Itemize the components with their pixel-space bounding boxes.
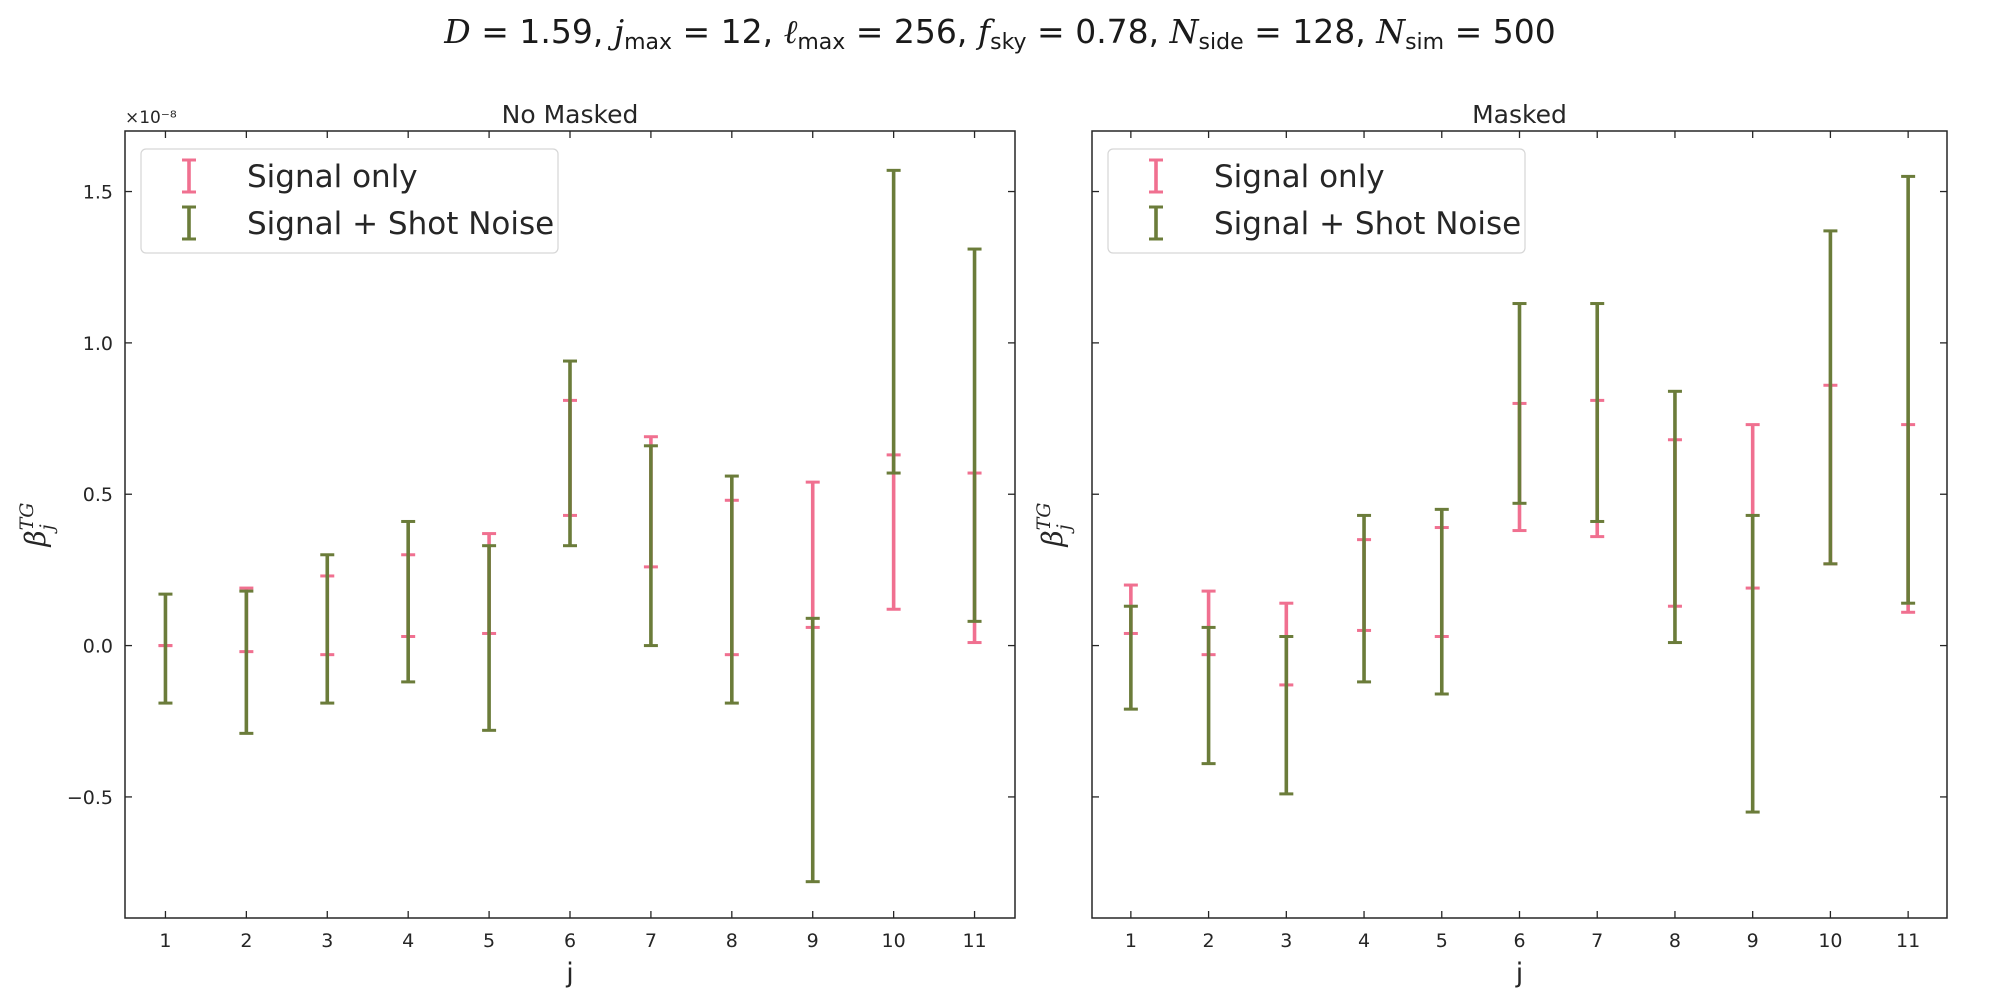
x-tick-label: 4 (402, 930, 414, 952)
panel-title: No Masked (502, 100, 639, 129)
x-tick-label: 9 (807, 930, 819, 952)
x-tick-label: 1 (1125, 930, 1137, 952)
x-tick-label: 6 (1513, 930, 1525, 952)
x-tick-label: 4 (1358, 930, 1370, 952)
y-axis-label: βjTG (1033, 503, 1075, 548)
panel-title: Masked (1472, 100, 1567, 129)
legend-label: Signal + Shot Noise (247, 206, 554, 242)
y-axis-label: βjTG (16, 503, 58, 548)
x-tick-label: 3 (1280, 930, 1292, 952)
x-axis-label: j (565, 958, 574, 989)
x-tick-label: 2 (1203, 930, 1215, 952)
legend-frame (1107, 148, 1526, 254)
y-tick-label: 1.0 (83, 333, 113, 355)
legend-label: Signal only (1214, 159, 1385, 195)
y-tick-label: 1.5 (83, 182, 113, 204)
y-tick-label: 0.5 (83, 484, 113, 506)
x-tick-label: 7 (645, 930, 657, 952)
x-tick-label: 2 (240, 930, 252, 952)
figure-title: D = 1.59, jmax = 12, ℓmax = 256, fsky = … (444, 12, 1556, 55)
legend: Signal only Signal + Shot Noise (1107, 148, 1526, 254)
x-tick-label: 5 (1436, 930, 1448, 952)
x-tick-label: 3 (321, 930, 333, 952)
x-tick-label: 8 (1669, 930, 1681, 952)
x-tick-label: 6 (564, 930, 576, 952)
x-axis-label: j (1515, 958, 1524, 989)
x-tick-label: 11 (962, 930, 986, 952)
series-signal-shot-noise (158, 168, 982, 884)
y-offset-label: ×10⁻⁸ (125, 108, 177, 128)
x-tick-label: 1 (159, 930, 171, 952)
x-tick-label: 11 (1896, 930, 1920, 952)
legend: Signal only Signal + Shot Noise (140, 148, 559, 254)
legend-label: Signal only (247, 159, 418, 195)
legend-label: Signal + Shot Noise (1214, 206, 1521, 242)
x-tick-label: 9 (1747, 930, 1759, 952)
y-tick-label: 0.0 (83, 636, 113, 658)
legend-frame (140, 148, 559, 254)
series-signal-shot-noise (1123, 174, 1916, 814)
x-tick-label: 10 (882, 930, 906, 952)
x-tick-label: 5 (483, 930, 495, 952)
x-tick-label: 8 (726, 930, 738, 952)
x-tick-label: 7 (1591, 930, 1603, 952)
y-tick-label: −0.5 (67, 787, 113, 809)
panel-1: 1 2 3 4 5 6 7 8 9 10 11 −0.5 0.0 0.5 1.0 1.5 ×10⁻⁸ No Mas… (16, 100, 1016, 989)
x-tick-label: 10 (1818, 930, 1842, 952)
